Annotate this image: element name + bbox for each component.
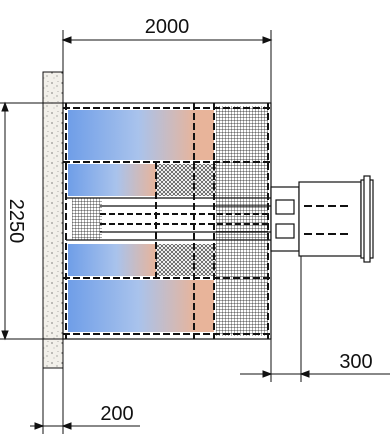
label-wall: 200	[100, 403, 133, 425]
panel-mid-upper	[68, 164, 156, 196]
hatch-block-upper	[156, 164, 216, 196]
mesh-column	[216, 106, 268, 336]
dimension-height-left	[0, 101, 63, 341]
panel-top	[68, 110, 196, 160]
label-width-top: 2000	[145, 16, 190, 38]
panel-mid-lower	[68, 244, 156, 276]
wall-section	[42, 71, 64, 369]
dimension-wall	[30, 368, 140, 434]
main-body	[62, 102, 296, 340]
dimension-projection	[240, 256, 390, 382]
panel-bottom	[68, 280, 196, 332]
dimension-width-top	[61, 30, 273, 103]
hatch-block-lower	[156, 244, 216, 276]
projection-unit	[270, 175, 374, 263]
label-projection: 300	[339, 351, 372, 373]
hatch-core	[72, 198, 102, 240]
label-height-left: 2250	[5, 199, 27, 244]
